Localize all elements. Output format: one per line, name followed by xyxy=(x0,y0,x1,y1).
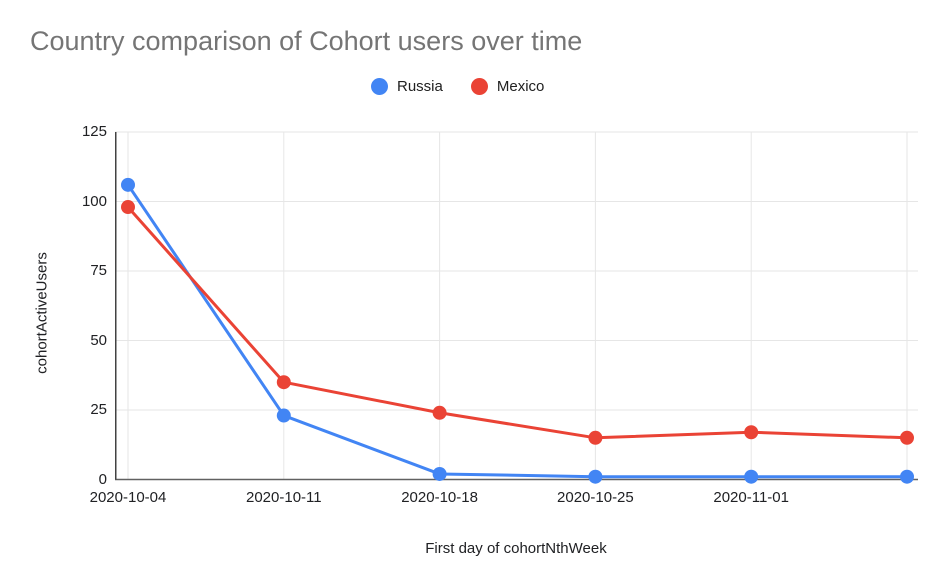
data-point-mexico-4[interactable] xyxy=(744,425,759,440)
x-tick-label-0: 2020-10-04 xyxy=(89,489,167,506)
x-axis-title: First day of cohortNthWeek xyxy=(425,540,607,557)
series-marker-russia-icon xyxy=(371,78,388,95)
x-tick-label-4: 2020-11-01 xyxy=(713,489,789,506)
series-marker-mexico-icon xyxy=(470,78,488,95)
legend: Russia Mexico xyxy=(371,78,544,95)
plot-area xyxy=(115,131,918,484)
data-point-russia-2[interactable] xyxy=(432,466,447,481)
x-tick-label-3: 2020-10-25 xyxy=(557,489,634,506)
legend-label-russia: Russia xyxy=(397,78,443,95)
data-point-mexico-0[interactable] xyxy=(121,200,135,215)
y-tick-label-50: 50 xyxy=(90,331,107,349)
data-point-russia-0[interactable] xyxy=(121,177,135,192)
series-line-russia xyxy=(126,183,909,479)
y-tick-label-125: 125 xyxy=(81,123,107,140)
data-point-mexico-1[interactable] xyxy=(276,375,291,390)
data-point-russia-4[interactable] xyxy=(744,469,759,484)
series-line-mexico xyxy=(126,205,909,440)
legend-item-mexico[interactable]: Mexico xyxy=(470,78,545,95)
x-tick-label-1: 2020-10-11 xyxy=(245,489,322,506)
chart-title: Country comparison of Cohort users over … xyxy=(30,26,583,56)
data-point-mexico-2[interactable] xyxy=(432,405,447,420)
data-point-mexico-3[interactable] xyxy=(588,430,603,445)
data-point-mexico-5[interactable] xyxy=(900,430,914,445)
data-point-russia-3[interactable] xyxy=(588,469,603,484)
data-point-russia-1[interactable] xyxy=(276,408,291,423)
y-tick-label-100: 100 xyxy=(81,192,107,210)
y-tick-label-0: 0 xyxy=(98,470,107,488)
y-tick-label-75: 75 xyxy=(90,262,107,279)
data-point-russia-5[interactable] xyxy=(900,469,914,484)
y-tick-label-25: 25 xyxy=(90,401,107,418)
legend-item-russia[interactable]: Russia xyxy=(371,78,443,95)
legend-label-mexico: Mexico xyxy=(496,78,545,95)
x-tick-label-2: 2020-10-18 xyxy=(401,489,478,506)
